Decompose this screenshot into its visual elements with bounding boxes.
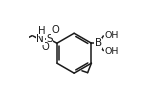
Text: O: O (42, 42, 49, 53)
Text: N: N (36, 34, 44, 44)
Text: O: O (51, 25, 59, 35)
Text: B: B (95, 38, 102, 48)
Text: S: S (47, 34, 53, 44)
Text: OH: OH (104, 31, 119, 40)
Text: H: H (38, 26, 45, 36)
Text: OH: OH (104, 47, 119, 56)
